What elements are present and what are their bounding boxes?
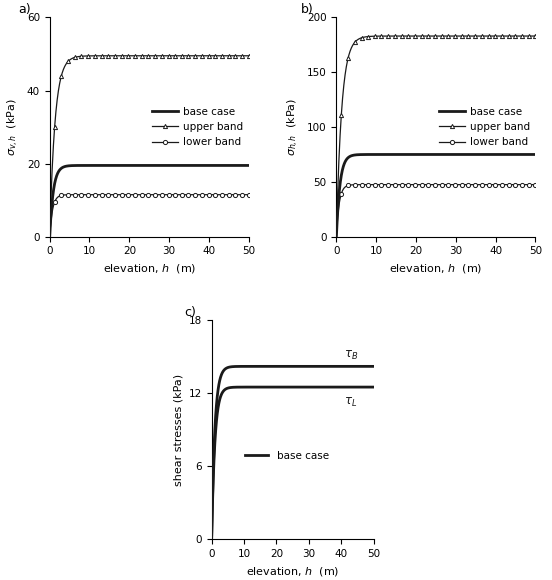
- lower band: [246, 191, 252, 198]
- Y-axis label: $\sigma_{h,h}$  (kPa): $\sigma_{h,h}$ (kPa): [286, 98, 301, 156]
- base case: [218, 162, 225, 169]
- lower band: [333, 233, 339, 240]
- base case: [460, 151, 466, 158]
- base case: [333, 233, 339, 240]
- lower band: [532, 181, 539, 188]
- upper band: [532, 32, 539, 39]
- Y-axis label: $\sigma_{v,h}$  (kPa): $\sigma_{v,h}$ (kPa): [6, 98, 22, 156]
- base case: [505, 151, 511, 158]
- upper band: [167, 52, 174, 59]
- upper band: [246, 52, 252, 59]
- base case: [454, 151, 460, 158]
- upper band: [162, 52, 168, 59]
- upper band: [532, 32, 539, 39]
- base case: [46, 233, 53, 240]
- upper band: [505, 32, 511, 39]
- upper band: [333, 233, 339, 240]
- Legend: base case, upper band, lower band: base case, upper band, lower band: [152, 107, 243, 147]
- lower band: [505, 181, 511, 188]
- base case: [246, 162, 252, 169]
- Text: a): a): [18, 3, 30, 16]
- lower band: [153, 191, 160, 198]
- Line: upper band: upper band: [47, 54, 251, 239]
- base case: [484, 151, 491, 158]
- Line: lower band: lower band: [335, 183, 538, 239]
- base case: [198, 162, 204, 169]
- lower band: [454, 181, 461, 188]
- base case: [469, 151, 475, 158]
- Y-axis label: shear stresses (kPa): shear stresses (kPa): [173, 374, 183, 486]
- upper band: [198, 52, 204, 59]
- upper band: [46, 233, 53, 240]
- upper band: [345, 53, 352, 60]
- lower band: [345, 182, 352, 189]
- lower band: [218, 191, 225, 198]
- upper band: [245, 52, 252, 59]
- lower band: [460, 181, 467, 188]
- X-axis label: elevation, $h$  (m): elevation, $h$ (m): [246, 565, 339, 578]
- upper band: [449, 32, 455, 39]
- base case: [162, 162, 168, 169]
- Line: upper band: upper band: [335, 34, 538, 239]
- Line: base case: base case: [336, 154, 535, 237]
- Line: base case: base case: [50, 165, 249, 237]
- base case: [345, 154, 352, 161]
- lower band: [198, 191, 204, 198]
- X-axis label: elevation, $h$  (m): elevation, $h$ (m): [389, 262, 482, 275]
- upper band: [460, 32, 466, 39]
- lower band: [59, 192, 65, 199]
- lower band: [46, 233, 53, 240]
- lower band: [449, 181, 455, 188]
- upper band: [173, 52, 180, 59]
- base case: [449, 151, 455, 158]
- base case: [59, 164, 65, 171]
- lower band: [484, 181, 491, 188]
- Legend: base case: base case: [241, 447, 333, 465]
- lower band: [167, 191, 174, 198]
- lower band: [173, 191, 180, 198]
- Text: c): c): [184, 306, 196, 318]
- base case: [167, 162, 174, 169]
- Line: lower band: lower band: [47, 193, 251, 239]
- Text: $\tau_L$: $\tau_L$: [344, 396, 358, 409]
- base case: [182, 162, 189, 169]
- upper band: [218, 52, 225, 59]
- Legend: base case, upper band, lower band: base case, upper band, lower band: [439, 107, 530, 147]
- upper band: [454, 32, 460, 39]
- X-axis label: elevation, $h$  (m): elevation, $h$ (m): [103, 262, 196, 275]
- lower band: [440, 181, 447, 188]
- Text: $\tau_B$: $\tau_B$: [344, 349, 359, 361]
- Text: b): b): [300, 3, 314, 16]
- base case: [532, 151, 539, 158]
- base case: [173, 162, 180, 169]
- upper band: [59, 70, 65, 77]
- lower band: [162, 191, 169, 198]
- upper band: [484, 32, 491, 39]
